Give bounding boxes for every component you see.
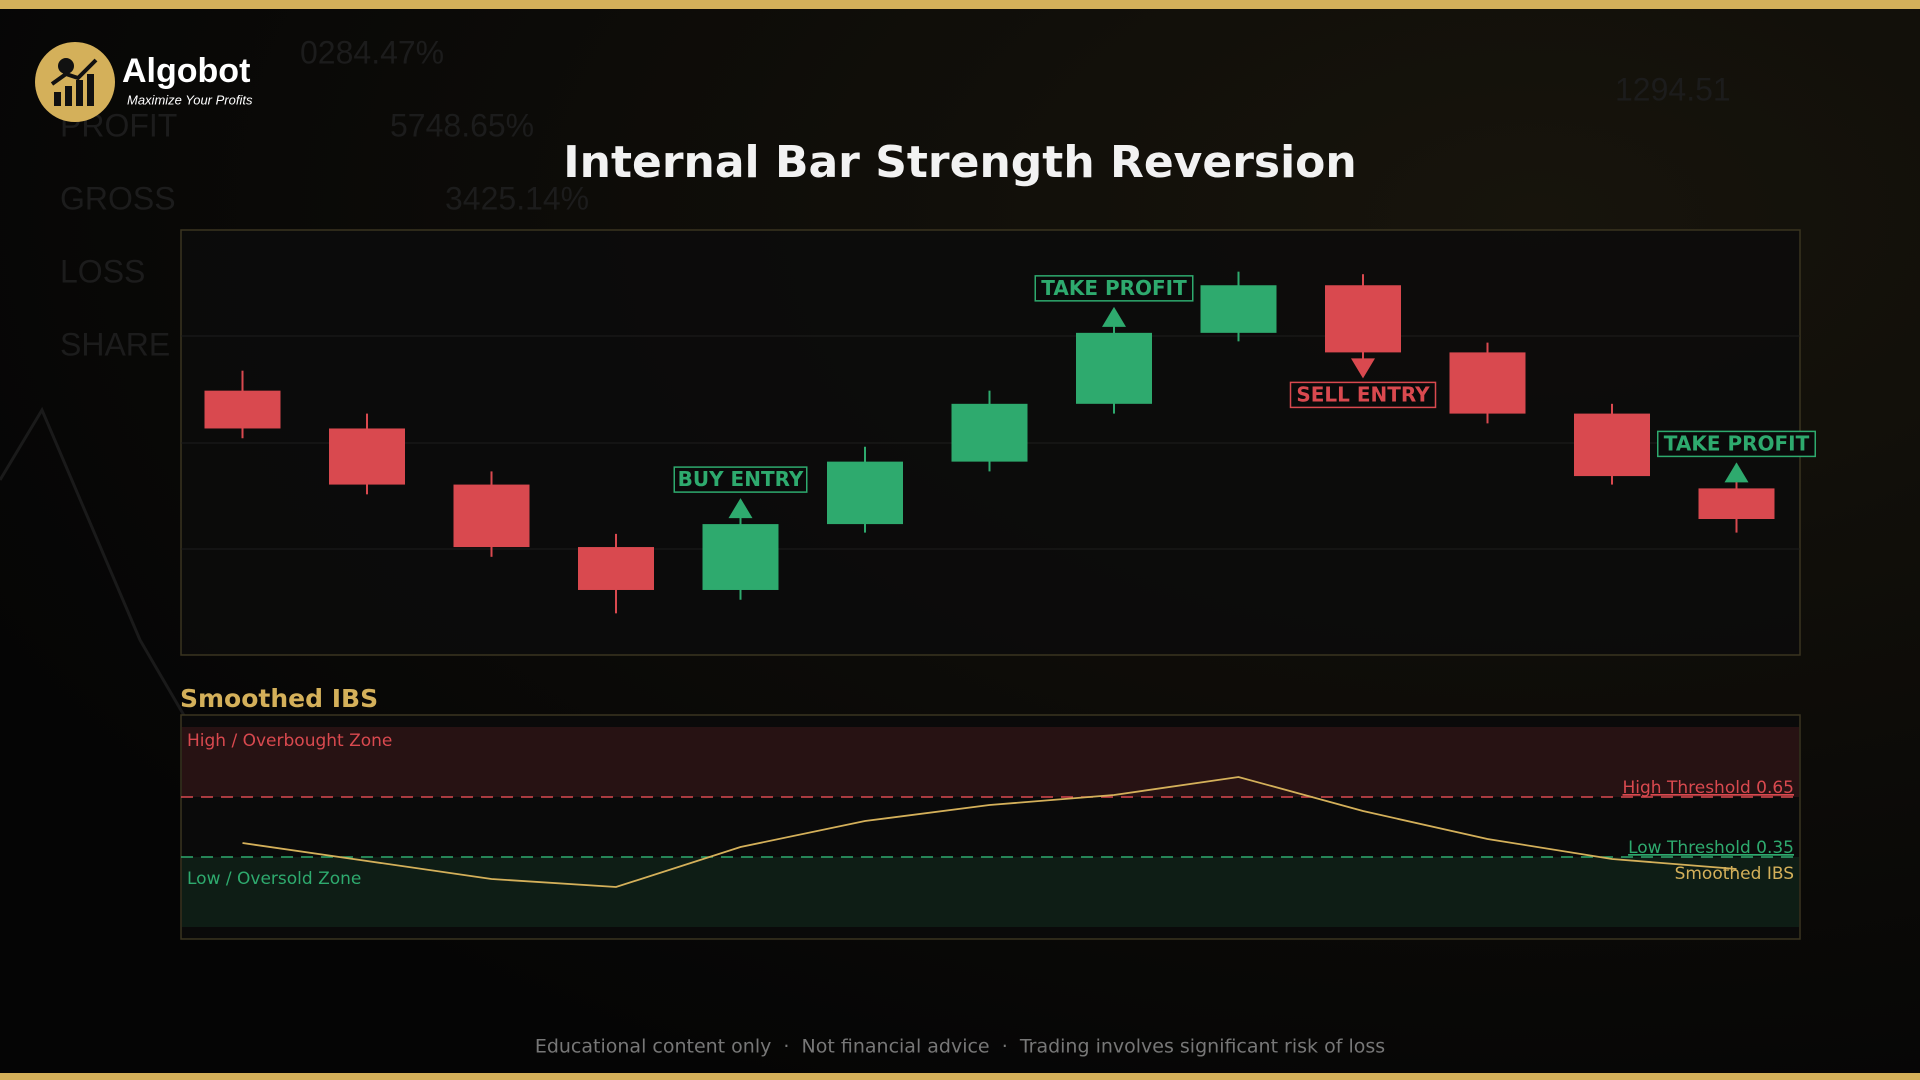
candle-body <box>578 547 654 590</box>
logo <box>35 42 115 122</box>
candle-body <box>827 461 903 525</box>
ibs-line <box>242 776 1737 888</box>
threshold-label: High Threshold 0.65 <box>1622 778 1794 798</box>
background-texts: 0284.47%PROFIT 5748.65%GROSS 3425.14%LOSSS… <box>60 34 1731 362</box>
threshold-label: Low Threshold 0.35 <box>1628 838 1794 858</box>
brand-tagline: Maximize Your Profits <box>127 92 253 107</box>
candle-body <box>1574 413 1650 477</box>
top-bar <box>0 0 1920 9</box>
background-text: 0284.47% <box>300 34 444 70</box>
signal-label: SELL ENTRY <box>1296 382 1430 406</box>
signal-arrow <box>728 498 753 519</box>
logo-icon <box>65 86 72 106</box>
logo-circle <box>35 42 115 122</box>
chart-title: Internal Bar Strength Reversion <box>563 137 1356 188</box>
logo-icon <box>50 58 98 86</box>
background-text: 3425.14% <box>445 180 589 216</box>
logo-icon <box>54 92 61 106</box>
zone-label: Low / Oversold Zone <box>187 869 361 889</box>
candle-body <box>204 390 281 429</box>
candle-body <box>1076 332 1152 404</box>
candle-body <box>453 484 530 548</box>
signal-label-box <box>1657 430 1816 458</box>
bottom-bar <box>0 1073 1920 1080</box>
candle-body <box>329 428 405 485</box>
signal-label-box <box>1034 275 1194 302</box>
background-line <box>0 406 212 761</box>
signal-label: TAKE PROFIT <box>1041 276 1187 300</box>
candle-body <box>1325 285 1401 353</box>
candle-body <box>702 524 779 590</box>
logo-icon <box>87 74 94 106</box>
signal-label: TAKE PROFIT <box>1664 431 1810 455</box>
zone-label: High / Overbought Zone <box>187 731 392 751</box>
candle-body <box>951 403 1028 462</box>
candle-body <box>1200 285 1277 333</box>
signal-label-box <box>673 466 808 493</box>
signal-arrow <box>1351 358 1375 379</box>
signal-arrow <box>1724 462 1749 483</box>
background-text: 5748.65% <box>390 107 534 143</box>
series-label: Smoothed IBS <box>1675 864 1794 884</box>
logo-icon <box>76 80 83 106</box>
panel-title: Smoothed IBS <box>180 684 378 713</box>
logo-icon <box>58 58 74 74</box>
background-text: 1294.51 <box>1615 71 1731 107</box>
candle-body <box>1698 488 1775 519</box>
brand-name: Algobot <box>122 52 250 90</box>
oversold-zone <box>182 857 1799 927</box>
background-text: GROSS <box>60 180 176 216</box>
candle-body <box>1449 352 1526 414</box>
footer: Educational content only · Not financial… <box>535 1036 1385 1058</box>
signal-arrow <box>1102 306 1126 327</box>
background-text: SHARE <box>60 326 170 362</box>
overbought-zone <box>182 727 1799 797</box>
background-text: LOSS <box>60 253 145 289</box>
signal-label-box <box>1289 381 1437 409</box>
signal-label: BUY ENTRY <box>678 467 804 491</box>
ibs-panel <box>180 714 1801 940</box>
